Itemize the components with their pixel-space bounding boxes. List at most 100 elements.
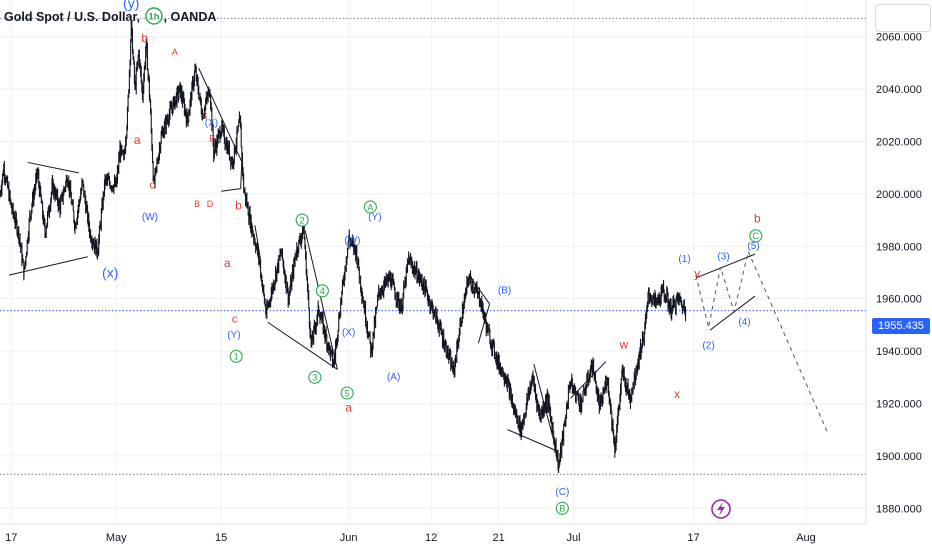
wave-label: (W) xyxy=(142,212,158,223)
x-tick-label: Jun xyxy=(340,532,358,544)
x-tick-label: 17 xyxy=(687,532,699,544)
wave-label: (X) xyxy=(342,327,355,338)
wave-label: c xyxy=(202,110,207,121)
wave-label: x xyxy=(674,387,680,401)
wave-label: E xyxy=(209,133,215,143)
interval-badge: 1h xyxy=(144,7,163,25)
x-tick-label: Aug xyxy=(796,532,816,544)
wave-label: (y) xyxy=(123,0,139,11)
wave-label: (Y) xyxy=(227,330,240,341)
trendline xyxy=(254,225,262,263)
wave-label: (W) xyxy=(344,236,360,247)
x-tick-label: 21 xyxy=(492,532,504,544)
trendline xyxy=(533,364,557,451)
trendline xyxy=(221,188,241,192)
wave-label: (X) xyxy=(205,118,218,129)
circled-wave-marker xyxy=(363,200,377,214)
trendline xyxy=(709,295,756,331)
wave-label: c xyxy=(149,180,155,192)
trendline xyxy=(570,361,607,399)
circled-wave-marker xyxy=(315,284,329,298)
dotted-levels xyxy=(0,17,866,475)
y-tick-label: 2040.000 xyxy=(876,84,922,96)
trendline xyxy=(507,429,557,452)
circled-wave-marker xyxy=(229,349,243,363)
wave-label: (5) xyxy=(747,241,759,252)
circled-wave-label: 2 xyxy=(300,215,305,225)
circled-wave-marker xyxy=(295,213,309,227)
wave-label: (2) xyxy=(702,340,714,351)
circled-wave-label: B xyxy=(559,504,565,514)
x-tick-label: Jul xyxy=(567,532,581,544)
circled-wave-label: 1 xyxy=(234,352,239,362)
y-tick-label: 1880.000 xyxy=(876,503,922,515)
y-tick-label: 2000.000 xyxy=(876,189,922,201)
wave-label: (4) xyxy=(738,317,750,328)
time-axis[interactable]: 17 May 15 Jun 12 21 Jul 17 Aug xyxy=(5,532,816,544)
projection-line xyxy=(695,249,829,436)
lightning-icon[interactable] xyxy=(711,499,731,519)
trendline xyxy=(696,253,756,279)
projection-path xyxy=(695,249,829,436)
trendline xyxy=(198,67,243,163)
trendline xyxy=(304,230,338,370)
wave-label: (Y) xyxy=(368,212,381,223)
y-tick-label: 1960.000 xyxy=(876,294,922,306)
trendline xyxy=(240,151,243,189)
circled-wave-label: A xyxy=(367,202,373,212)
wave-label: (A) xyxy=(387,372,400,383)
trendline xyxy=(477,303,491,344)
grid-lines xyxy=(0,0,866,524)
circled-wave-label: 4 xyxy=(320,286,325,296)
wave-label: A xyxy=(172,47,178,57)
x-tick-label: 12 xyxy=(425,532,437,544)
circled-wave-marker xyxy=(555,501,569,515)
wave-label: c xyxy=(232,313,238,325)
trendline xyxy=(27,161,79,174)
top-right-panel[interactable] xyxy=(875,4,931,32)
x-tick-label: May xyxy=(106,532,127,544)
circled-wave-marker xyxy=(308,370,322,384)
circled-wave-label: 5 xyxy=(345,388,350,398)
y-tick-label: 1980.000 xyxy=(876,241,922,253)
circled-wave-label: 3 xyxy=(312,373,317,383)
wave-label: (B) xyxy=(498,285,511,296)
trendline xyxy=(470,277,491,305)
wave-label: w xyxy=(618,337,628,351)
wave-label: a xyxy=(134,133,141,147)
x-tick-label: 17 xyxy=(5,532,17,544)
price-axis[interactable]: 1880.000 1900.000 1920.000 1940.000 1960.000… xyxy=(876,32,922,516)
wave-label: B xyxy=(194,199,200,209)
wave-label: b xyxy=(754,212,761,226)
y-tick-label: 2060.000 xyxy=(876,32,922,44)
y-tick-label: 1920.000 xyxy=(876,398,922,410)
x-tick-label: 15 xyxy=(215,532,227,544)
chart-title-suffix: , OANDA xyxy=(163,10,217,24)
trendlines xyxy=(8,67,756,452)
trendline xyxy=(267,321,338,370)
wave-label: (3) xyxy=(717,251,729,262)
circled-wave-marker xyxy=(749,229,763,243)
trendline xyxy=(8,256,88,276)
interval-badge-text: 1h xyxy=(148,12,159,23)
y-tick-label: 1900.000 xyxy=(876,451,922,463)
wave-label: (1) xyxy=(678,254,690,265)
wave-label: b xyxy=(235,199,242,213)
chart-title: Gold Spot / U.S. Dollar, 1h , OANDA xyxy=(4,6,216,26)
wave-label: y xyxy=(694,267,700,281)
wave-label: a xyxy=(224,256,231,270)
wave-label: b xyxy=(141,31,148,45)
y-tick-label: 2020.000 xyxy=(876,136,922,148)
price-series xyxy=(0,19,687,474)
wave-label: D xyxy=(207,199,214,209)
wave-label: a xyxy=(345,400,352,414)
chart-title-prefix: Gold Spot / U.S. Dollar, xyxy=(4,10,144,24)
circled-wave-marker xyxy=(340,386,354,400)
y-tick-label: 1940.000 xyxy=(876,346,922,358)
wave-label: (x) xyxy=(102,265,118,281)
circled-wave-label: C xyxy=(753,231,760,241)
wave-label: (C) xyxy=(555,487,569,498)
last-price-badge: 1955.435 xyxy=(872,318,930,334)
